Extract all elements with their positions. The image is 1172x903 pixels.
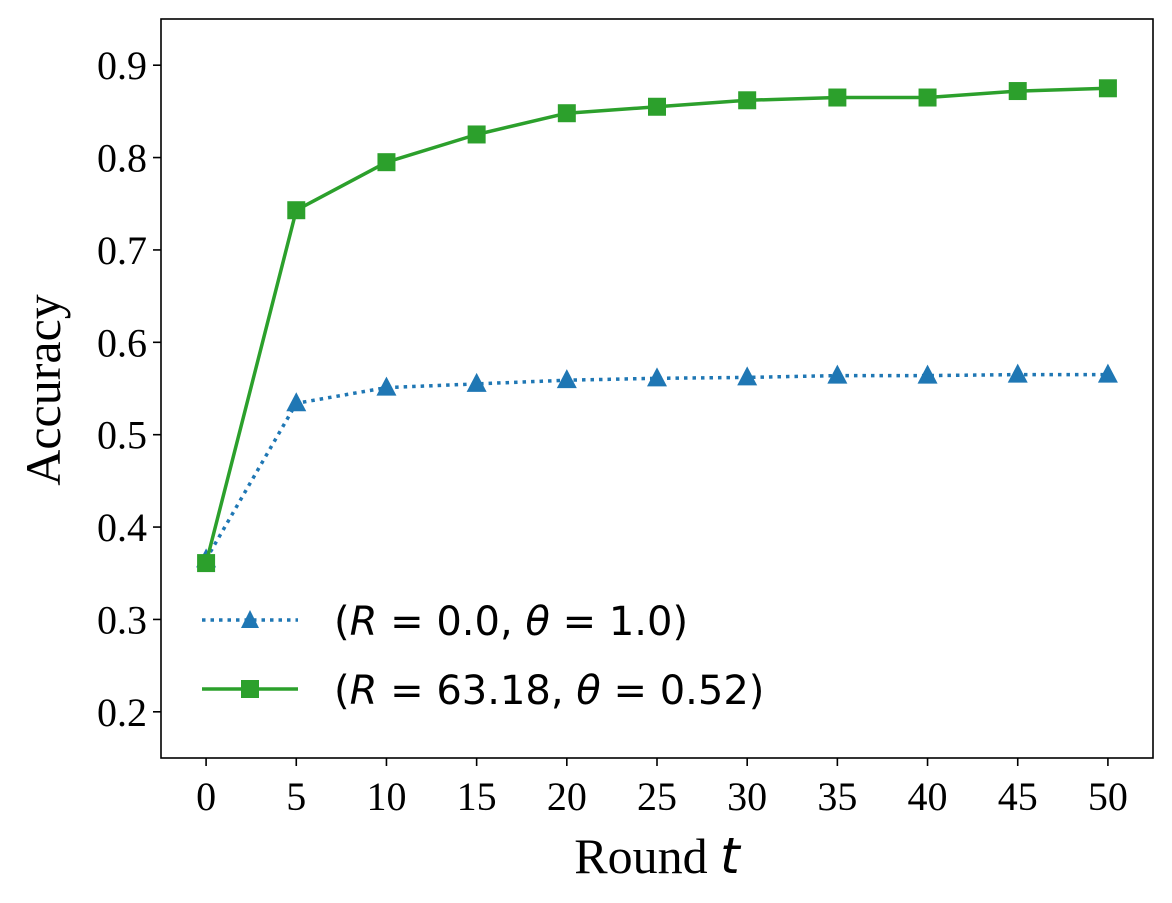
- data-point-triangle: [466, 372, 487, 392]
- x-tick-label: 45: [998, 774, 1038, 819]
- x-tick-label: 5: [286, 774, 306, 819]
- y-tick-label: 0.3: [97, 597, 147, 642]
- data-point-triangle: [556, 369, 577, 389]
- data-point-triangle: [647, 367, 667, 387]
- x-tick-label: 0: [196, 774, 216, 819]
- data-point-square: [738, 91, 757, 110]
- legend: (R = 0.0, θ = 1.0) (R = 63.18, θ = 0.52): [202, 599, 764, 714]
- legend-marker-triangle: [241, 610, 259, 628]
- x-tick-label: 25: [637, 774, 677, 819]
- series-line: [204, 372, 1108, 561]
- legend-label-series-2: (R = 63.18, θ = 0.52): [334, 668, 764, 714]
- x-axis-title: Round t: [574, 827, 742, 885]
- y-tick-label: 0.6: [97, 320, 147, 365]
- plot-background: [161, 19, 1153, 758]
- legend-label-series-1: (R = 0.0, θ = 1.0): [334, 599, 688, 645]
- y-tick-label: 0.9: [97, 43, 147, 88]
- data-point-square: [828, 88, 847, 107]
- data-point-square: [648, 97, 666, 116]
- y-tick-label: 0.7: [97, 228, 147, 273]
- data-point-square: [377, 153, 396, 172]
- x-axis-ticks: 0 5 10 15 20 25 30 35 40 45 50: [196, 758, 1128, 819]
- x-tick-label: 15: [457, 774, 497, 819]
- series-1: [196, 363, 1118, 568]
- y-axis-ticks: 0.2 0.3 0.4 0.5 0.6 0.7 0.8 0.9: [97, 43, 161, 735]
- data-point-triangle: [286, 392, 307, 412]
- data-point-square: [467, 125, 486, 144]
- x-tick-label: 40: [908, 774, 948, 819]
- y-tick-label: 0.5: [97, 413, 147, 458]
- legend-entry-series-2: (R = 63.18, θ = 0.52): [202, 668, 764, 714]
- x-tick-label: 30: [727, 774, 767, 819]
- data-point-square: [197, 554, 216, 573]
- data-point-triangle: [1007, 363, 1028, 383]
- data-point-triangle: [917, 364, 938, 384]
- legend-entry-series-1: (R = 0.0, θ = 1.0): [202, 599, 688, 645]
- y-axis-title: Accuracy: [15, 294, 71, 486]
- plot-frame: [160, 18, 1154, 759]
- x-tick-label: 20: [547, 774, 587, 819]
- data-point-triangle: [1097, 363, 1118, 383]
- data-point-triangle: [376, 376, 397, 396]
- data-point-triangle: [827, 364, 848, 384]
- x-tick-label: 50: [1088, 774, 1128, 819]
- data-point-square: [918, 88, 937, 107]
- x-tick-label: 35: [817, 774, 857, 819]
- series-2: [197, 79, 1117, 573]
- series-layer: [196, 79, 1118, 573]
- data-point-square: [1098, 79, 1117, 98]
- y-tick-label: 0.2: [97, 690, 147, 735]
- y-tick-label: 0.4: [97, 505, 147, 550]
- y-tick-label: 0.8: [97, 136, 147, 181]
- data-point-square: [557, 104, 576, 123]
- data-point-triangle: [737, 366, 758, 386]
- x-tick-label: 10: [366, 774, 406, 819]
- legend-marker-square: [241, 680, 259, 698]
- data-point-square: [287, 201, 306, 220]
- data-point-square: [1008, 82, 1027, 101]
